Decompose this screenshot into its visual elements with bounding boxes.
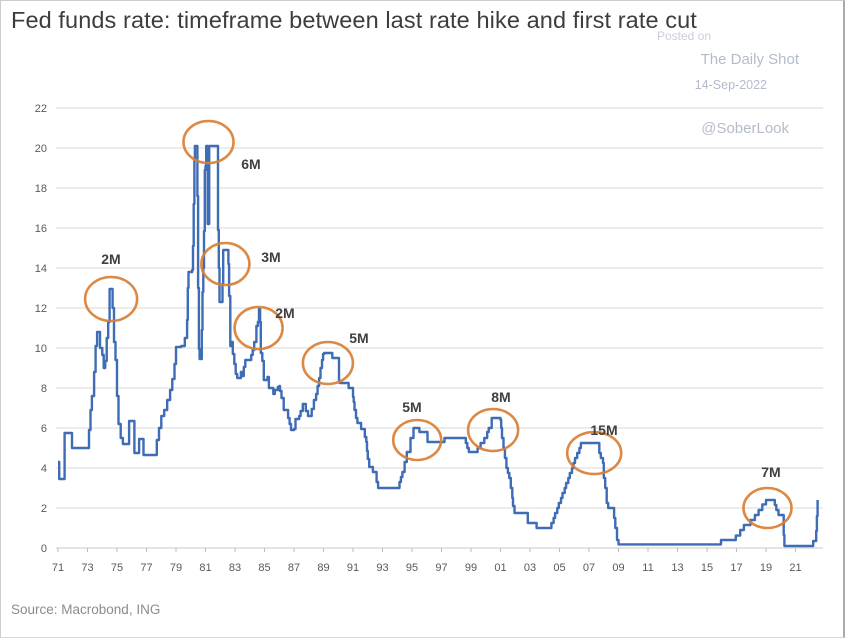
y-axis-label-18: 18: [35, 183, 47, 195]
annotation-label-5m-4: 5M: [349, 330, 368, 346]
x-axis-label-21: 21: [789, 562, 801, 574]
x-axis-label-89: 89: [317, 562, 329, 574]
y-axis-label-10: 10: [35, 343, 47, 355]
y-axis-label-20: 20: [35, 143, 47, 155]
y-axis-label-2: 2: [41, 503, 47, 515]
watermark-posted-on: Posted on: [656, 29, 711, 43]
x-axis-label-19: 19: [760, 562, 772, 574]
x-axis-label-93: 93: [376, 562, 388, 574]
y-axis-label-4: 4: [41, 463, 47, 475]
x-axis-label-11: 11: [642, 562, 653, 574]
annotation-circle-5m-5: [391, 418, 443, 462]
watermark-site-name: The Daily Shot: [700, 51, 799, 68]
y-axis-label-6: 6: [41, 423, 47, 435]
x-axis-label-91: 91: [347, 562, 359, 574]
annotation-circle-7m-8: [742, 486, 793, 530]
annotation-circle-6m-1: [182, 119, 235, 165]
annotation-label-2m-0: 2M: [101, 251, 120, 267]
chart-title: Fed funds rate: timeframe between last r…: [11, 7, 697, 33]
x-axis-label-79: 79: [170, 562, 182, 574]
annotation-circle-2m-0: [83, 275, 139, 323]
annotation-label-8m-6: 8M: [491, 389, 510, 405]
annotation-label-2m-3: 2M: [275, 305, 294, 321]
annotation-label-15m-7: 15M: [590, 422, 617, 438]
y-axis-label-12: 12: [35, 303, 47, 315]
x-axis-label-07: 07: [583, 562, 595, 574]
watermark-date: 14-Sep-2022: [694, 78, 767, 92]
x-axis-label-09: 09: [612, 562, 624, 574]
x-axis-label-17: 17: [730, 562, 742, 574]
x-axis-label-97: 97: [435, 562, 447, 574]
x-axis-label-01: 01: [494, 562, 506, 574]
annotation-label-7m-8: 7M: [761, 464, 780, 480]
fed-funds-rate-line: [58, 144, 819, 548]
annotation-circle-8m-6: [466, 407, 520, 453]
annotation-label-5m-5: 5M: [402, 399, 421, 415]
x-axis-label-05: 05: [553, 562, 565, 574]
x-axis-label-15: 15: [701, 562, 713, 574]
x-axis-label-71: 71: [52, 562, 64, 574]
annotation-circle-15m-7: [565, 430, 623, 476]
y-axis-label-22: 22: [35, 103, 47, 115]
annotation-circle-5m-4: [301, 340, 355, 386]
annotation-label-3m-2: 3M: [261, 249, 280, 265]
y-axis-label-8: 8: [41, 383, 47, 395]
watermark-handle: @SoberLook: [701, 120, 789, 137]
x-axis-label-87: 87: [288, 562, 300, 574]
y-axis-label-16: 16: [35, 223, 47, 235]
annotation-label-6m-1: 6M: [241, 156, 260, 172]
x-axis-label-73: 73: [81, 562, 93, 574]
x-axis-label-77: 77: [140, 562, 152, 574]
x-axis-label-81: 81: [199, 562, 211, 574]
x-axis-label-95: 95: [406, 562, 418, 574]
x-axis-label-85: 85: [258, 562, 270, 574]
annotation-circle-3m-2: [200, 241, 251, 287]
y-axis-label-14: 14: [35, 263, 47, 275]
x-axis-label-83: 83: [229, 562, 241, 574]
x-axis-label-13: 13: [671, 562, 683, 574]
source-attribution: Source: Macrobond, ING: [11, 602, 161, 617]
annotation-circle-2m-3: [233, 305, 284, 351]
x-axis-label-03: 03: [524, 562, 536, 574]
x-axis-label-99: 99: [465, 562, 477, 574]
y-axis-label-0: 0: [41, 543, 47, 555]
x-axis-label-75: 75: [111, 562, 123, 574]
